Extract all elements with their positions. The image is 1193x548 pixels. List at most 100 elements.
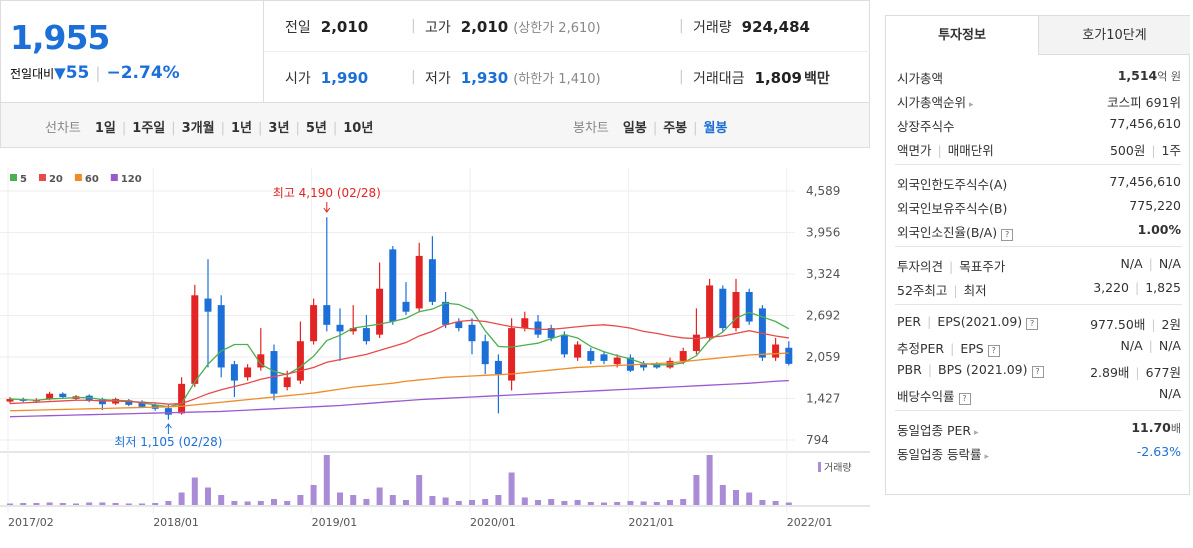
volume-bar bbox=[7, 503, 13, 505]
volume-bar bbox=[548, 499, 555, 505]
separator: | bbox=[220, 121, 226, 136]
legend-label: 60 bbox=[85, 174, 99, 185]
legend-swatch bbox=[818, 462, 821, 472]
candle-body bbox=[204, 298, 212, 312]
quote-label: 고가 bbox=[425, 20, 451, 36]
help-icon: ? bbox=[1031, 366, 1044, 378]
volume-bar bbox=[403, 500, 409, 505]
value-part: 77,456,610 bbox=[1109, 116, 1181, 131]
candle-body bbox=[732, 292, 740, 329]
candle-body bbox=[362, 328, 370, 342]
info-label: 시가총액순위 ▸ bbox=[897, 92, 974, 111]
value-part: N/A bbox=[1120, 338, 1143, 353]
candle-body bbox=[560, 334, 568, 355]
info-value: 2.89배 | 677원 bbox=[1090, 362, 1181, 381]
quote-value: 2,010 bbox=[320, 18, 369, 36]
volume-bar bbox=[482, 499, 489, 505]
candle-body bbox=[296, 341, 304, 381]
volume-bar bbox=[614, 502, 621, 505]
volume-label: 거래량 bbox=[824, 462, 852, 474]
period-button[interactable]: 5년 bbox=[305, 121, 327, 136]
volume-bar bbox=[99, 502, 106, 505]
info-label: 투자의견 | 목표주가 bbox=[897, 256, 1005, 275]
volume-bar bbox=[469, 500, 475, 505]
label-part: 외국인소진율(B/A) bbox=[897, 225, 998, 240]
value-part: 코스피 691위 bbox=[1107, 95, 1181, 110]
info-label: 52주최고 | 최저 bbox=[897, 280, 987, 299]
quote-value: 924,484 bbox=[741, 18, 810, 36]
volume-bar bbox=[152, 503, 159, 505]
chart: 4,589 3,956 3,324 2,692 2,059 1,427 794 2017/02… bbox=[0, 168, 870, 529]
candle-body bbox=[613, 357, 621, 365]
y-tick-label: 2,692 bbox=[806, 308, 840, 322]
candle-body bbox=[415, 255, 423, 309]
tab[interactable]: 투자정보 bbox=[886, 16, 1038, 55]
separator: | bbox=[652, 121, 658, 136]
candle-body bbox=[138, 401, 146, 407]
period-button[interactable]: 1년 bbox=[231, 121, 253, 136]
quote-unit: 백만 bbox=[803, 71, 830, 87]
separator: | bbox=[937, 143, 942, 158]
info-label: 동일업종 등락률 ▸ bbox=[897, 444, 989, 463]
info-label: 외국인한도주식수(A) bbox=[897, 174, 1007, 193]
info-label: 시가총액 bbox=[897, 68, 943, 87]
quote-label: 거래량 bbox=[693, 20, 732, 36]
help-icon: ? bbox=[1026, 318, 1039, 330]
ma-line bbox=[9, 352, 789, 412]
info-value: 1.00% bbox=[1138, 222, 1181, 237]
period-button[interactable]: 월봉 bbox=[703, 121, 728, 136]
info-value: N/A bbox=[1159, 386, 1181, 401]
value-part: -2.63% bbox=[1136, 444, 1181, 459]
volume-bar bbox=[561, 501, 568, 505]
info-label: 액면가 | 매매단위 bbox=[897, 140, 994, 159]
period-button[interactable]: 일봉 bbox=[622, 121, 647, 136]
group-divider bbox=[895, 164, 1182, 165]
legend-label: 5 bbox=[20, 174, 27, 185]
ma-line bbox=[9, 302, 790, 408]
period-button[interactable]: 3년 bbox=[268, 121, 290, 136]
volume-bar bbox=[455, 501, 462, 505]
period-button[interactable]: 1주일 bbox=[132, 121, 166, 136]
volume-bar bbox=[218, 495, 225, 505]
period-button[interactable]: 1일 bbox=[94, 121, 116, 136]
volume-bar bbox=[297, 495, 304, 505]
low-annotation: 최저 1,105 (02/28) bbox=[114, 435, 222, 449]
row-divider bbox=[264, 51, 870, 52]
arrow-icon: ▸ bbox=[984, 452, 990, 462]
candle-body bbox=[230, 364, 238, 381]
change-line: 전일대비▼55 | −2.74% bbox=[10, 63, 180, 83]
info-value: 1,514억 원 bbox=[1118, 68, 1181, 84]
help-icon: ? bbox=[1001, 229, 1014, 241]
volume-bar bbox=[508, 472, 515, 505]
tab[interactable]: 호가10단계 bbox=[1038, 16, 1190, 55]
candle-body bbox=[455, 321, 463, 329]
group-divider bbox=[895, 304, 1182, 305]
candle-body bbox=[257, 354, 265, 368]
candle-body bbox=[310, 305, 318, 342]
period-button[interactable]: 10년 bbox=[343, 121, 374, 136]
label-part: 52주최고 bbox=[897, 283, 948, 298]
period-button[interactable]: 3개월 bbox=[181, 121, 215, 136]
ma-line bbox=[9, 319, 789, 405]
period-group: 봉차트 일봉 | 주봉 | 월봉 bbox=[573, 117, 727, 136]
candle-body bbox=[626, 357, 634, 371]
info-label: PER | EPS(2021.09)? bbox=[897, 314, 1039, 330]
volume-bar bbox=[495, 495, 502, 505]
legend-label: 20 bbox=[49, 174, 63, 185]
period-heading: 봉차트 bbox=[573, 121, 609, 136]
down-arrow: ▼ bbox=[54, 64, 66, 82]
info-label: 추정PER | EPS? bbox=[897, 338, 1000, 357]
candle-body bbox=[521, 318, 529, 329]
change: 55 bbox=[65, 63, 90, 83]
value-part: 2원 bbox=[1161, 317, 1181, 332]
separator: | bbox=[411, 69, 416, 85]
value-part: 2.89배 bbox=[1090, 365, 1130, 380]
candle-body bbox=[349, 328, 357, 332]
y-tick-label: 3,324 bbox=[806, 267, 840, 281]
volume-bar bbox=[640, 501, 647, 505]
quote-value: 2,010 bbox=[460, 18, 509, 36]
period-button[interactable]: 주봉 bbox=[663, 121, 688, 136]
y-tick-label: 3,956 bbox=[806, 226, 840, 240]
quote-value: 1,990 bbox=[320, 69, 369, 87]
volume-bar bbox=[86, 502, 93, 505]
